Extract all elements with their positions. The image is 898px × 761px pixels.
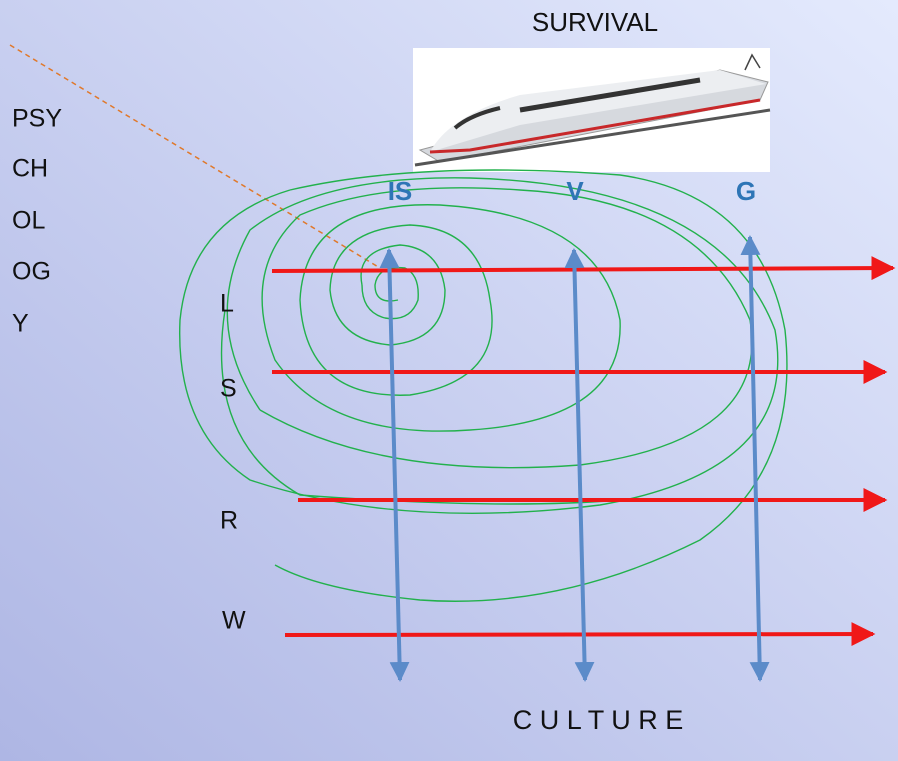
side-label: OL (12, 207, 45, 235)
row-label: L (220, 290, 234, 318)
side-label: Y (12, 310, 29, 338)
footer: C U L T U R E (513, 705, 684, 735)
column-label: IS (388, 176, 413, 206)
side-label: OG (12, 258, 51, 286)
row-label: W (222, 607, 246, 635)
row-label: R (220, 507, 238, 535)
side-label: CH (12, 155, 48, 183)
title: SURVIVAL (532, 7, 658, 37)
side-label: PSY (12, 105, 62, 133)
row-label: S (220, 375, 237, 403)
slide: SURVIVAL PSY CH OL OG Y L S R W IS V G C… (0, 0, 898, 761)
column-label: V (566, 176, 584, 206)
train-image (413, 48, 770, 172)
page: SURVIVAL PSY CH OL OG Y L S R W IS V G C… (0, 0, 898, 761)
row-arrow (285, 634, 873, 635)
column-label: G (736, 176, 756, 206)
